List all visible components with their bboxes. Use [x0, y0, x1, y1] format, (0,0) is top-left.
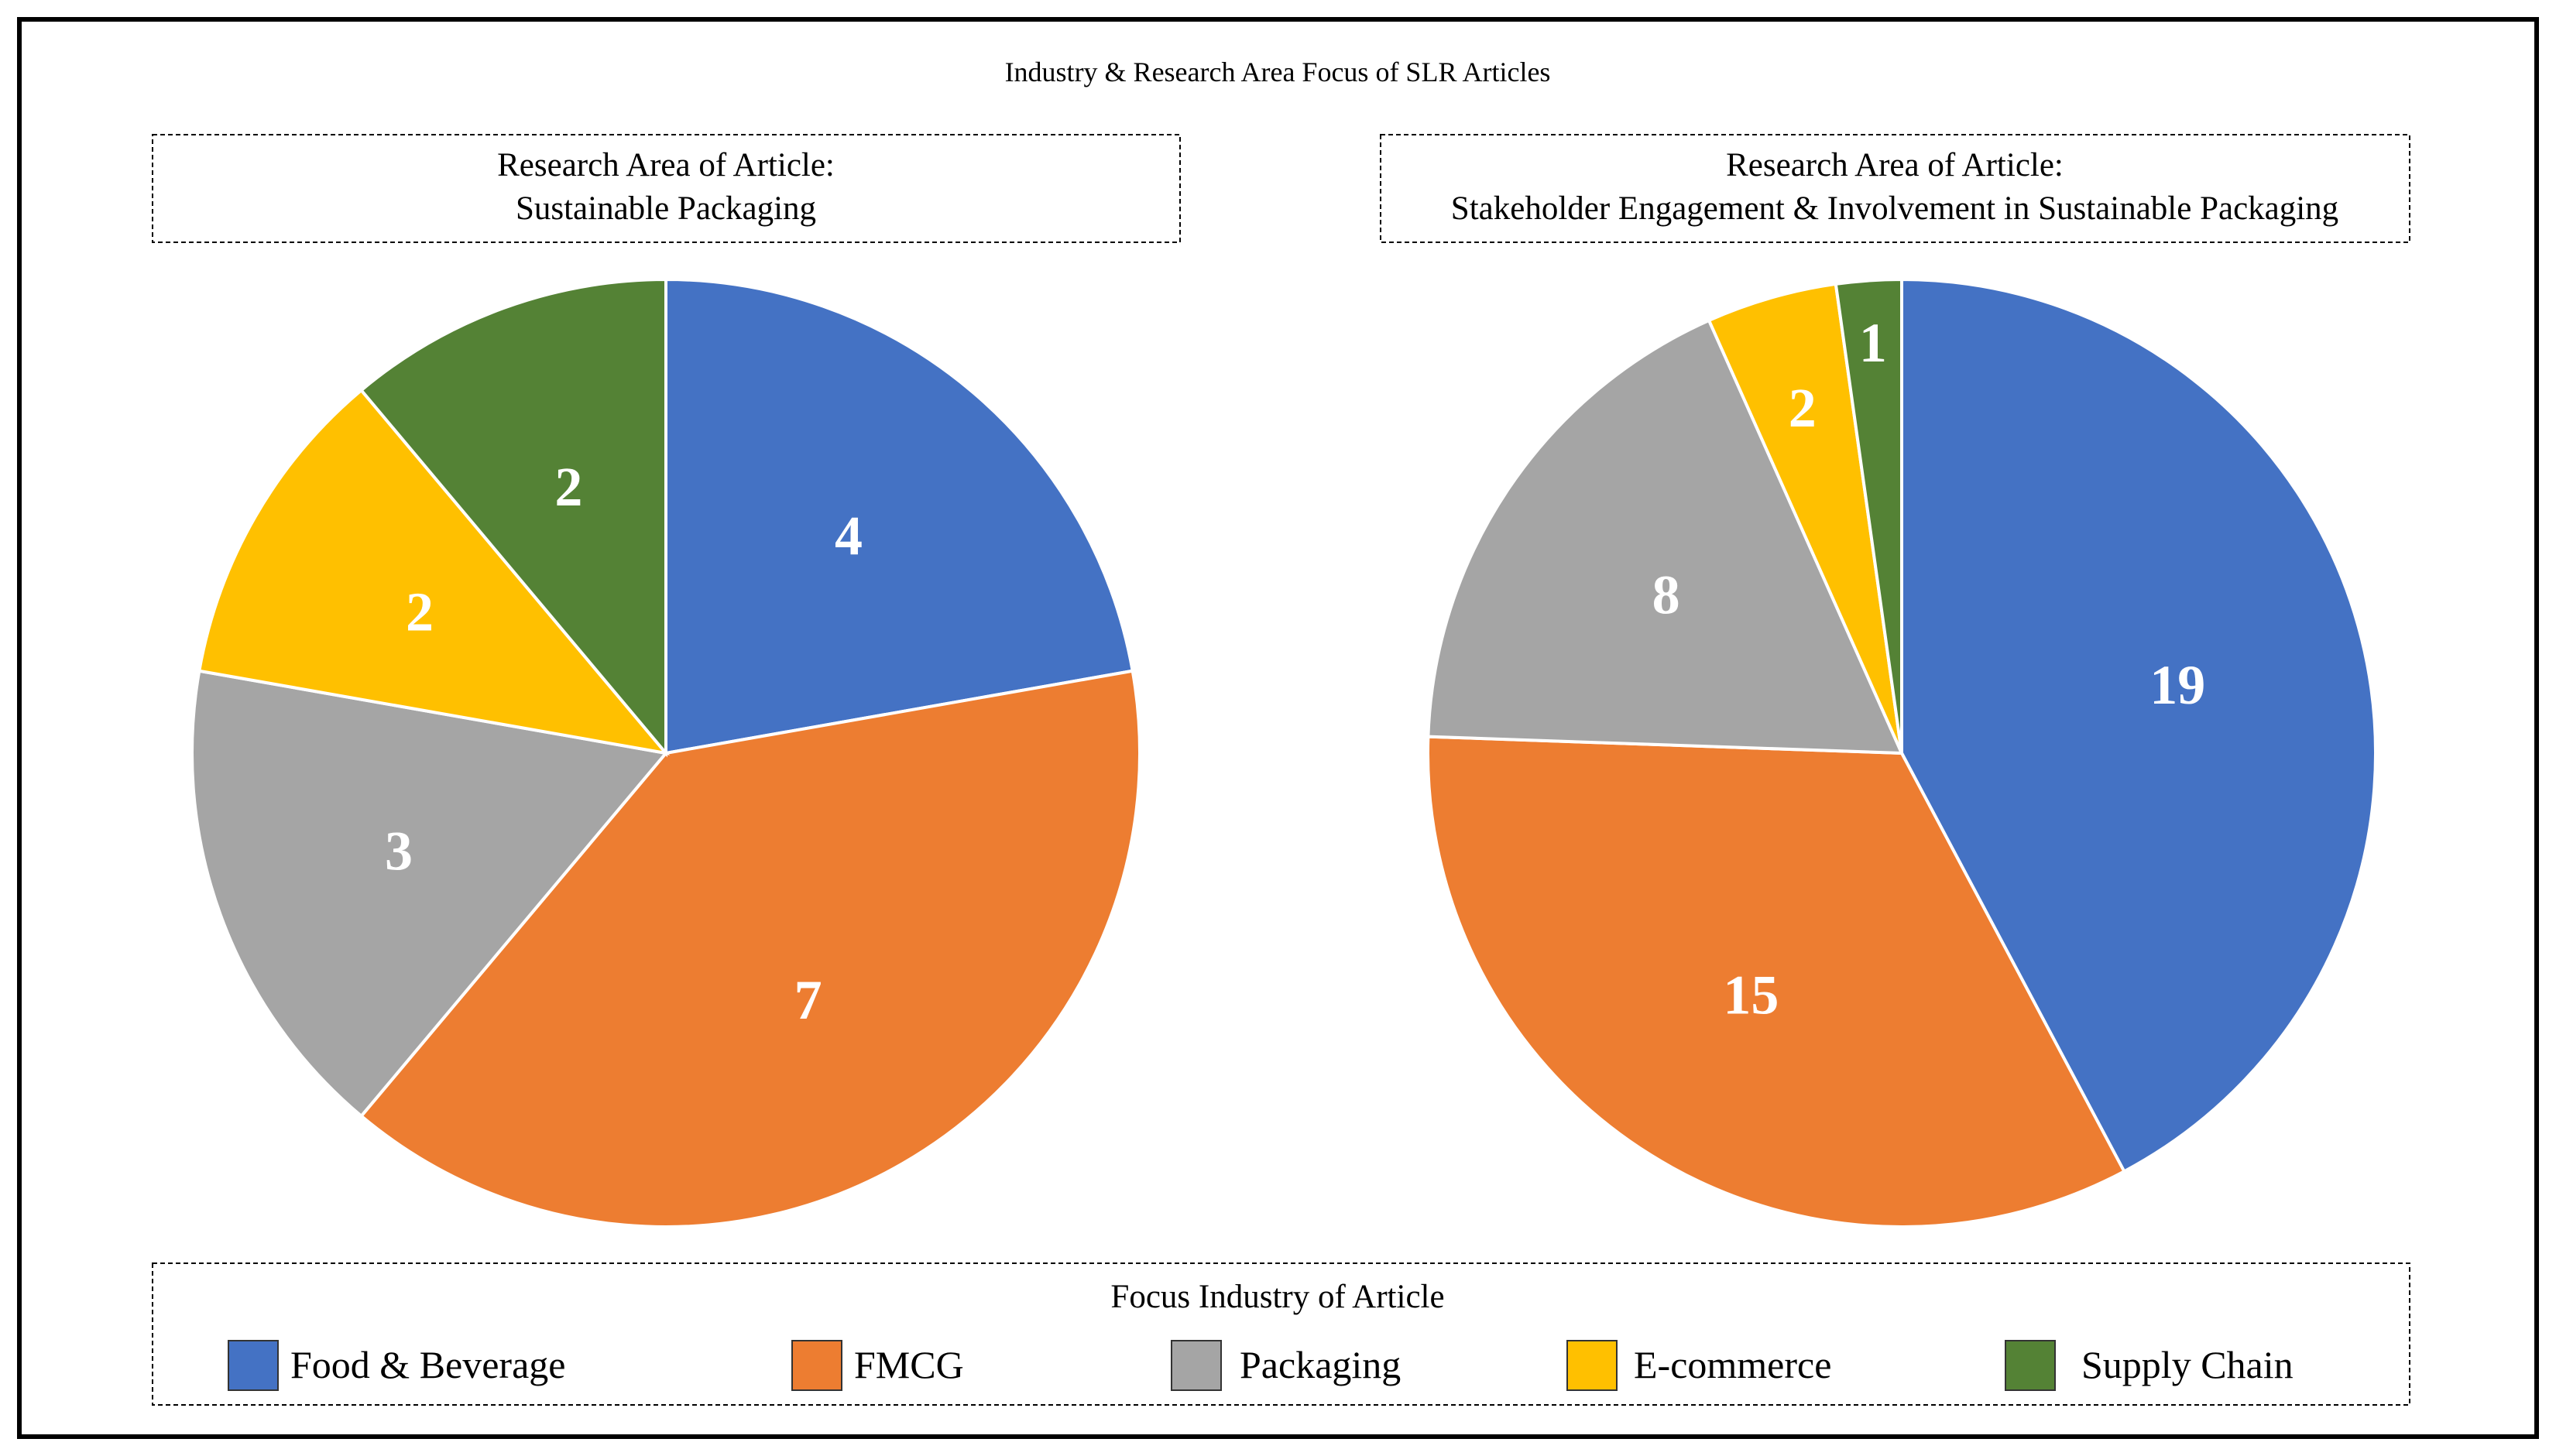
- legend-label: FMCG: [854, 1343, 964, 1386]
- pie-slice-packaging: [190, 669, 669, 1119]
- legend-label: Food & Beverage: [290, 1343, 565, 1386]
- right-chart-title-box: Research Area of Article: Stakeholder En…: [1380, 134, 2410, 243]
- pie-slice-e-commerce: [1707, 282, 1903, 754]
- legend-label: E-commerce: [1634, 1343, 1831, 1386]
- legend-item-supply-chain: Supply Chain: [2005, 1340, 2294, 1391]
- legend-items: Food & Beverage FMCG Packaging E-commerce Su…: [228, 1340, 2294, 1391]
- pie-slice-food-beverage: [664, 277, 1135, 755]
- right-chart-title: Research Area of Article:: [1726, 147, 2064, 183]
- legend-swatch: [1566, 1340, 1618, 1391]
- pie-slice-fmcg: [359, 669, 1141, 1228]
- data-label: 2: [406, 581, 434, 642]
- data-label: 7: [794, 969, 822, 1031]
- legend: Focus Industry of Article Food & Beverag…: [152, 1262, 2410, 1406]
- legend-title: Focus Industry of Article: [1110, 1279, 1444, 1315]
- legend-swatch: [1171, 1340, 1222, 1391]
- pie-slice-fmcg: [1426, 735, 2127, 1228]
- legend-label: Packaging: [1240, 1343, 1401, 1386]
- legend-label: Supply Chain: [2081, 1343, 2294, 1386]
- pie-slice-packaging: [1426, 318, 1905, 755]
- pie-slice-food-beverage: [1900, 277, 2377, 1174]
- legend-swatch: [791, 1340, 842, 1391]
- data-label: 19: [2149, 654, 2205, 716]
- legend-item-fmcg: FMCG: [791, 1340, 964, 1391]
- legend-item-packaging: Packaging: [1171, 1340, 1401, 1391]
- right-pie-chart: 19 15 8 21: [1426, 277, 2377, 1228]
- data-label: 3: [385, 820, 413, 882]
- data-label: 2: [554, 456, 582, 518]
- legend-swatch: [228, 1340, 279, 1391]
- legend-item-food-beverage: Food & Beverage: [228, 1340, 565, 1391]
- left-pie-chart: 4 7 3 2 2: [190, 277, 1141, 1228]
- figure-title: Industry & Research Area Focus of SLR Ar…: [1005, 57, 1551, 87]
- left-chart-subtitle: Sustainable Packaging: [516, 190, 816, 227]
- legend-swatch: [2005, 1340, 2056, 1391]
- pie-slice-supply-chain: [359, 277, 667, 758]
- left-chart-title-box: Research Area of Article: Sustainable Pa…: [152, 134, 1181, 243]
- pie-slice-supply-chain: [1834, 277, 1903, 754]
- pie-slice-e-commerce: [197, 388, 671, 755]
- legend-item-ecommerce: E-commerce: [1566, 1340, 1831, 1391]
- left-chart-title: Research Area of Article:: [497, 147, 835, 183]
- data-label: 8: [1652, 564, 1680, 626]
- data-label: 2: [1789, 377, 1817, 439]
- data-label: 15: [1723, 964, 1779, 1026]
- data-label: 4: [835, 505, 863, 567]
- data-label: 1: [1859, 312, 1887, 374]
- right-chart-subtitle: Stakeholder Engagement & Involvement in …: [1451, 190, 2338, 227]
